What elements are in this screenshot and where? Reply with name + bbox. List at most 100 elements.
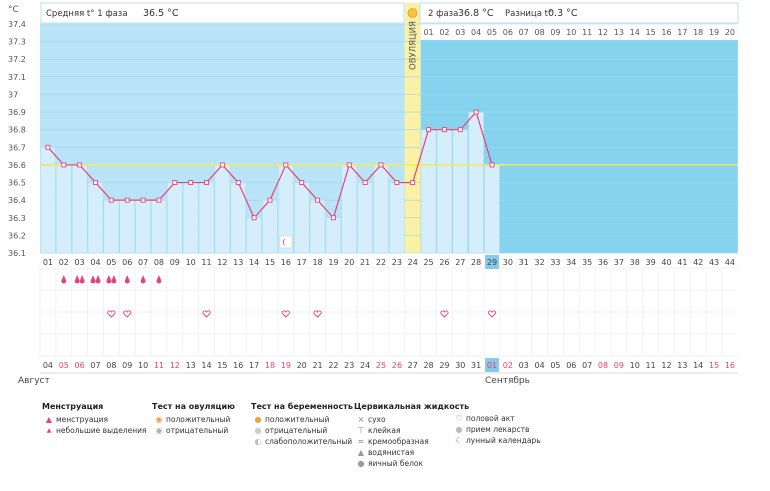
legend-item: слабоположительный [265,437,353,446]
calendar-date-label: 04 [43,361,53,370]
y-tick-label: 36.8 [8,126,26,135]
ovulation-band [404,3,421,253]
calendar-date-label: 18 [265,361,275,370]
calendar-date-label: 29 [439,361,449,370]
egg-white-icon: ● [357,459,365,468]
legend-title-cervical: Цервикальная жидкость [354,402,470,411]
phase1-summary-box [40,2,405,24]
menstruation-drop-icon [124,275,130,284]
phase2-day-label: 18 [693,28,703,37]
cycle-day-label: 20 [344,258,354,267]
cycle-day-label: 41 [677,258,687,267]
phase2-area [420,24,738,253]
y-tick-label: 36.6 [8,161,26,170]
temperature-point [108,197,114,203]
month-label-september: Сентябрь [485,376,530,386]
temperature-point [346,162,352,168]
calendar-date-label: 16 [725,361,735,370]
heart-icon [107,310,116,318]
cycle-day-label: 19 [328,258,338,267]
phase2-day-label: 14 [630,28,640,37]
temperature-point [489,162,495,168]
calendar-date-label: 11 [646,361,656,370]
temperature-bar [119,199,136,254]
moon-icon: ☾ [455,436,463,445]
calendar-date-label: 23 [344,361,354,370]
temperature-point [473,109,479,115]
calendar-date-label: 01 [487,361,497,370]
y-tick-label: 37.2 [8,55,26,64]
ovulation-positive-icon: ◉ [155,415,163,424]
calendar-date-label: 10 [138,361,148,370]
phase2-day-label: 10 [566,28,576,37]
calendar-date-label: 03 [519,361,529,370]
calendar-date-label: 30 [455,361,465,370]
legend-title-menstruation: Менструация [42,402,104,411]
calendar-date-label: 02 [503,361,513,370]
legend: Менструация ▲ менструация ▲ небольшие выде… [42,402,642,482]
calendar-date-label: 05 [550,361,560,370]
phase2-avg-value: 36.8 °C [458,8,494,19]
phase2-day-label: 06 [503,28,513,37]
temperature-bar [71,164,88,254]
y-tick-label: 37.3 [8,38,26,47]
calendar-date-label: 09 [614,361,624,370]
cycle-day-label: 11 [201,258,211,267]
temp-diff-value: 0.3 °C [548,8,578,19]
y-tick-label: 37 [8,90,18,99]
y-unit-label: °C [8,5,19,15]
legend-item: яичный белок [368,459,424,468]
cycle-day-label: 15 [265,258,275,267]
calendar-date-label: 06 [75,361,85,370]
cycle-day-label: 12 [217,258,227,267]
cycle-day-label: 16 [281,258,291,267]
moon-icon [282,238,287,246]
calendar-date-label: 09 [122,361,132,370]
calendar-date-label: 14 [693,361,703,370]
phase2-day-label: 09 [550,28,560,37]
cycle-day-label: 36 [598,258,608,267]
calendar-date-label: 17 [249,361,259,370]
temperature-point [188,180,194,185]
cycle-day-label: 22 [376,258,386,267]
temperature-bar [103,199,120,254]
cycle-day-label: 31 [519,258,529,267]
legend-item: сухо [368,415,386,424]
y-tick-label: 37.4 [8,20,26,29]
calendar-date-label: 26 [392,361,402,370]
cycle-day-label: 09 [170,258,180,267]
cycle-day-label: 32 [534,258,544,267]
drop-icon: ▲ [45,415,53,424]
temperature-point [315,197,320,203]
temperature-point [124,197,130,203]
calendar-date-label: 12 [661,361,671,370]
heart-icon [487,310,497,318]
temperature-bar [40,147,56,254]
temperature-point [204,180,209,185]
legend-item: лунный календарь [466,436,541,445]
heart-icon [202,310,211,318]
cycle-day-label: 30 [503,258,513,267]
cycle-day-label: 26 [439,258,449,267]
calendar-date-label: 27 [408,361,418,370]
temperature-point [299,180,305,185]
ovulation-negative-icon: ◉ [155,426,163,435]
cycle-day-label: 28 [471,258,481,267]
menstruation-drop-icon [74,275,80,284]
menstruation-drop-icon [140,275,146,284]
temperature-point [410,180,416,185]
cycle-day-label: 38 [630,258,640,267]
legend-item: клейкая [368,426,401,435]
y-tick-label: 37.1 [8,73,26,82]
y-tick-label: 36.3 [8,214,26,223]
calendar-date-label: 31 [471,361,481,370]
menstruation-drop-icon [106,275,112,284]
phase2-day-label: 01 [423,28,433,37]
phase2-day-label: 05 [487,28,497,37]
month-label-august: Август [18,376,50,386]
legend-item: менструация [56,415,108,424]
y-tick-label: 36.9 [8,108,26,117]
calendar-date-label: 06 [566,361,576,370]
legend-pregnancy-test: Тест на беременность ● положительный ● отр… [251,402,353,447]
phase2-day-label: 15 [646,28,656,37]
